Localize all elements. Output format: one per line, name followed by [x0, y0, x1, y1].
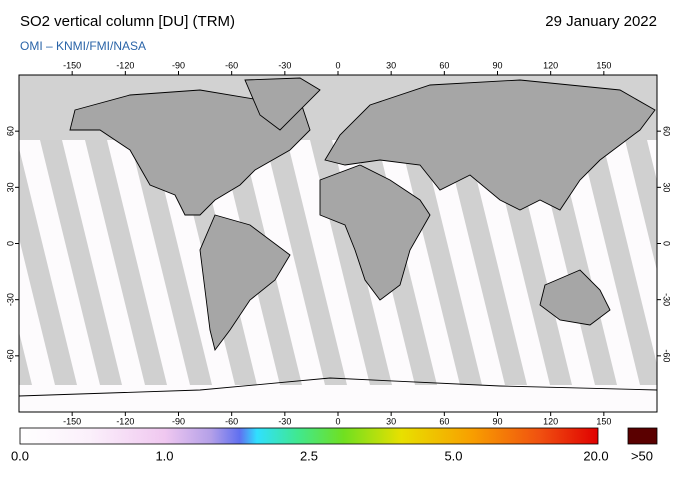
lat-tick-label: 0 [662, 241, 672, 246]
lat-tick-label: 60 [662, 126, 672, 136]
lat-tick-label: -30 [662, 293, 672, 306]
lon-tick-label: -120 [116, 416, 134, 426]
swath [19, 148, 77, 385]
colorbar-label: 1.0 [155, 448, 173, 463]
colorbar-label: 5.0 [444, 448, 462, 463]
lon-tick-label: 150 [596, 60, 611, 70]
swath [580, 140, 657, 385]
colorbar-label: 2.5 [300, 448, 318, 463]
title: SO2 vertical column [DU] (TRM) [20, 13, 235, 30]
swath [130, 140, 212, 385]
lon-tick-label: -120 [116, 60, 134, 70]
lat-tick-label: -60 [662, 349, 672, 362]
lon-tick-label: -150 [63, 416, 81, 426]
swath [445, 140, 527, 385]
swath [265, 140, 347, 385]
lat-tick-label: 0 [5, 241, 15, 246]
lon-tick-label: -90 [172, 60, 185, 70]
lon-tick-label: 30 [386, 60, 396, 70]
lat-tick-label: -30 [5, 293, 15, 306]
lon-tick-label: 120 [543, 416, 558, 426]
colorbar-label: 0.0 [11, 448, 29, 463]
lat-tick-label: 60 [5, 126, 15, 136]
lat-tick-label: 30 [662, 182, 672, 192]
lat-tick-label: 30 [5, 182, 15, 192]
lon-tick-label: 30 [386, 416, 396, 426]
map-body [19, 75, 676, 412]
swath [85, 140, 167, 385]
continents [69, 77, 656, 352]
lon-tick-label: 0 [335, 60, 340, 70]
swath [19, 331, 32, 385]
colorbar-overflow [627, 427, 658, 445]
lon-tick-label: 0 [335, 416, 340, 426]
swath [40, 140, 122, 385]
lon-tick-label: -60 [225, 60, 238, 70]
overflow-label: >50 [631, 448, 653, 463]
australia [539, 269, 611, 326]
subtitle: OMI – KNMI/FMI/NASA [20, 39, 146, 53]
north-america [69, 89, 311, 216]
lat-tick-label: -60 [5, 349, 15, 362]
greenland [244, 77, 321, 131]
lon-tick-label: -60 [225, 416, 238, 426]
colorbar [19, 427, 599, 445]
colorbar-label: 20.0 [583, 448, 608, 463]
date: 29 January 2022 [545, 13, 657, 30]
lon-tick-label: 60 [439, 416, 449, 426]
lon-tick-label: -90 [172, 416, 185, 426]
south-america [199, 214, 291, 352]
eurasia [324, 79, 656, 211]
africa [319, 164, 431, 301]
lon-tick-label: 90 [492, 60, 502, 70]
lon-tick-label: -30 [278, 416, 291, 426]
antarctica-coast [19, 377, 657, 397]
lon-tick-label: 150 [596, 416, 611, 426]
lon-tick-label: -150 [63, 60, 81, 70]
lon-tick-label: 120 [543, 60, 558, 70]
lon-tick-label: -30 [278, 60, 291, 70]
lon-tick-label: 60 [439, 60, 449, 70]
lon-tick-label: 90 [492, 416, 502, 426]
swath [670, 140, 676, 385]
swath [625, 140, 657, 271]
